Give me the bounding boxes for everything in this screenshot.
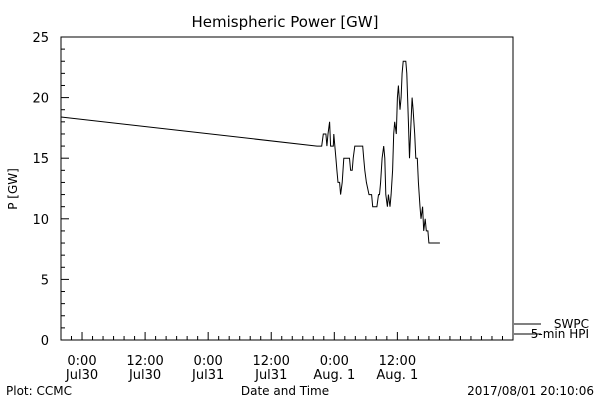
x-tick-time-label: 0:00	[194, 354, 223, 369]
y-axis-label: P [GW]	[6, 168, 20, 210]
x-tick-date-label: Jul30	[65, 368, 98, 383]
x-tick-time-label: 12:00	[252, 354, 289, 369]
x-tick-date-label: Jul31	[191, 368, 224, 383]
y-tick-label: 25	[32, 31, 49, 46]
footer-credit: Plot: CCMC	[6, 384, 72, 398]
x-tick-time-label: 12:00	[126, 354, 163, 369]
x-tick-date-label: Jul30	[128, 368, 161, 383]
legend-label-0: SWPC	[554, 317, 589, 331]
series-layer	[60, 60, 440, 244]
plot-frame	[60, 36, 514, 341]
footer-timestamp: 2017/08/01 20:10:06	[467, 384, 594, 398]
x-tick-time-label: 0:00	[320, 354, 349, 369]
x-tick-time-label: 12:00	[379, 354, 416, 369]
legend-label-1: 5-min HPI	[531, 327, 589, 341]
y-axis: 0 5 10 15 20 25	[32, 31, 69, 349]
y-tick-label: 20	[32, 92, 49, 107]
x-tick-date-label: Jul31	[254, 368, 287, 383]
x-axis-label: Date and Time	[241, 384, 329, 398]
chart-title: Hemispheric Power [GW]	[192, 13, 379, 31]
x-tick-date-label: Aug. 1	[376, 368, 418, 383]
minor-ticks	[60, 48, 514, 340]
x-tick-date-label: Aug. 1	[313, 368, 355, 383]
series-line-1	[60, 60, 440, 244]
y-tick-label: 15	[32, 152, 49, 167]
y-tick-label: 10	[32, 213, 49, 228]
y-tick-label: 0	[41, 334, 49, 349]
x-axis: 0:00Jul3012:00Jul300:00Jul3112:00Jul310:…	[65, 332, 418, 383]
y-tick-label: 5	[41, 273, 49, 288]
x-tick-time-label: 0:00	[67, 354, 96, 369]
